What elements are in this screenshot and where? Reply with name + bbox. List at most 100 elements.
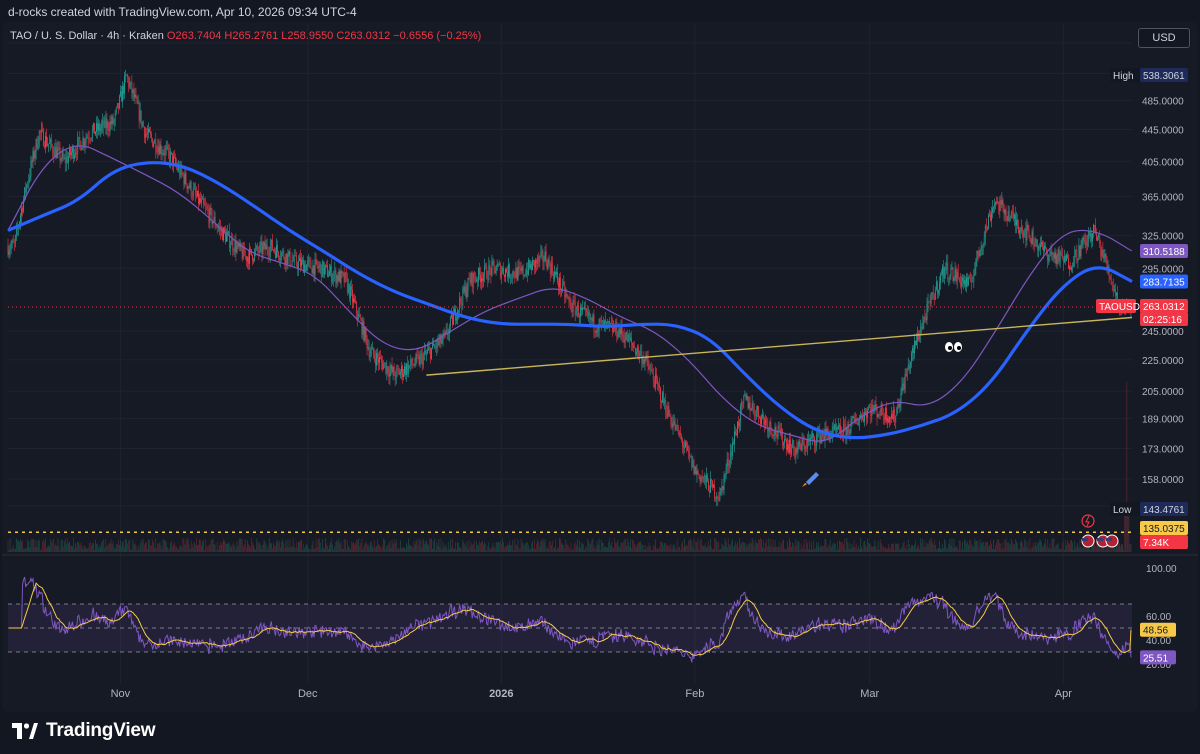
candle xyxy=(931,292,933,294)
volume-bar xyxy=(1065,539,1066,552)
candle xyxy=(46,136,47,146)
candle xyxy=(179,166,181,176)
volume-bar xyxy=(530,548,531,552)
volume-bar xyxy=(1029,538,1031,552)
volume-bar xyxy=(433,541,435,552)
candle xyxy=(821,434,823,436)
rsi-tick-label: 100.00 xyxy=(1146,564,1177,575)
candle xyxy=(71,152,72,155)
volume-bar xyxy=(341,548,343,552)
candle xyxy=(1060,252,1062,255)
volume-bar xyxy=(825,538,827,552)
candle xyxy=(65,156,67,164)
volume-bar xyxy=(540,541,542,552)
volume-bar xyxy=(636,547,637,552)
candle xyxy=(233,250,235,252)
symbol-legend: TAO / U. S. Dollar · 4h · Kraken O263.74… xyxy=(10,30,481,42)
candle xyxy=(782,443,784,446)
volume-bar xyxy=(890,549,891,552)
candle xyxy=(651,369,653,374)
candle xyxy=(106,121,108,129)
candle xyxy=(917,333,918,341)
candle xyxy=(257,245,259,251)
volume-bar xyxy=(302,549,303,552)
candle xyxy=(346,276,348,293)
volume-bar xyxy=(1094,538,1095,552)
volume-bar xyxy=(1050,548,1052,552)
time-tick-label: Feb xyxy=(685,688,704,700)
price-tick-label: 173.0000 xyxy=(1142,445,1184,456)
volume-bar xyxy=(563,544,565,552)
volume-bar xyxy=(652,544,654,552)
volume-bar xyxy=(145,542,146,552)
volume-bar xyxy=(22,540,23,552)
candle xyxy=(1042,242,1043,247)
candle xyxy=(826,428,828,433)
volume-bar xyxy=(132,539,134,552)
candle xyxy=(895,415,897,423)
candle xyxy=(472,273,474,288)
volume-bar xyxy=(334,546,336,552)
candle xyxy=(444,331,446,334)
candle xyxy=(403,373,404,377)
candle xyxy=(334,269,336,275)
candle xyxy=(877,414,879,418)
candle xyxy=(784,439,785,444)
volume-bar xyxy=(177,548,179,552)
volume-bar xyxy=(787,541,788,552)
volume-bar xyxy=(26,547,28,552)
candle xyxy=(529,260,530,268)
volume-bar xyxy=(97,543,98,552)
volume-bar xyxy=(933,539,935,552)
volume-bar xyxy=(596,540,598,552)
candle xyxy=(1113,288,1115,291)
volume-bar xyxy=(1103,546,1105,552)
candle xyxy=(291,260,293,265)
volume-bar xyxy=(850,549,852,552)
candle xyxy=(605,320,606,324)
candle xyxy=(467,278,469,291)
candle xyxy=(283,250,285,259)
candle xyxy=(311,268,313,274)
volume-bar xyxy=(411,545,413,552)
volume-bar xyxy=(982,541,984,552)
candle xyxy=(358,313,360,320)
volume-bar xyxy=(142,538,144,552)
candle xyxy=(415,354,417,365)
candle xyxy=(711,479,712,481)
volume-bar xyxy=(907,539,909,552)
currency-button[interactable]: USD xyxy=(1138,28,1190,48)
tradingview-logo[interactable]: TradingView xyxy=(12,720,156,742)
candle xyxy=(760,417,761,425)
candle xyxy=(959,277,961,286)
volume-bar xyxy=(428,545,429,552)
candle xyxy=(1093,225,1094,234)
candle xyxy=(864,412,865,422)
candle xyxy=(851,417,853,421)
candle xyxy=(528,260,529,275)
volume-bar xyxy=(662,542,663,552)
volume-bar xyxy=(1022,543,1024,552)
candle xyxy=(407,363,409,374)
volume-bar xyxy=(817,545,819,552)
candle xyxy=(638,346,640,357)
volume-bar xyxy=(358,538,360,552)
candle xyxy=(504,274,505,278)
volume-bar xyxy=(875,546,877,552)
volume-bar xyxy=(307,545,309,552)
candle xyxy=(754,415,756,417)
candle xyxy=(206,206,208,209)
candle xyxy=(637,346,639,353)
volume-bar xyxy=(1063,549,1065,552)
volume-bar xyxy=(359,546,361,552)
candle xyxy=(480,274,481,283)
volume-bar xyxy=(1045,538,1046,552)
volume-bar xyxy=(848,548,850,552)
chart-canvas[interactable]: 575.0000525.0000485.0000445.0000405.0000… xyxy=(0,0,1200,712)
candle xyxy=(997,201,999,204)
volume-bar xyxy=(993,539,994,552)
volume-bar xyxy=(1122,544,1123,552)
candle xyxy=(924,316,926,318)
tradingview-wordmark: TradingView xyxy=(46,720,156,741)
volume-bar xyxy=(355,542,356,552)
